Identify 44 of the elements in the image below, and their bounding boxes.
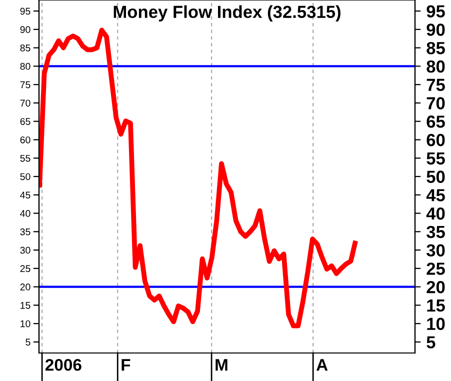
y-tick-label: 65 [20,118,30,125]
y-tick-label: 55 [20,154,30,162]
y-tick-label: 5 [26,338,30,346]
x-tick-label: 2006 [45,358,82,371]
y2-tick-label: 85 [426,42,445,54]
y-tick-label: 30 [20,246,30,254]
y2-tick-label: 95 [426,5,445,18]
x-tick-label: F [122,359,130,371]
y2-tick-label: 50 [426,170,445,183]
y-tick-label: 75 [20,81,30,88]
y-tick-label: 85 [20,44,30,52]
y2-tick-label: 75 [426,78,445,92]
y2-tick-label: 60 [426,134,445,146]
x-tick-label: M [216,359,228,371]
y2-tick-label: 45 [426,189,445,202]
y2-tick-label: 20 [426,280,445,294]
y2-tick-label: 90 [426,24,445,36]
y2-tick-label: 40 [426,207,445,220]
y-tick-label: 10 [20,320,30,328]
x-tick-label: A [316,359,328,371]
y2-tick-label: 25 [426,262,445,275]
y2-tick-label: 30 [426,244,445,257]
y-tick-label: 15 [20,302,30,309]
y-tick-label: 60 [20,136,30,144]
y-tick-label: 25 [20,265,30,272]
y2-tick-label: 35 [426,226,445,238]
y-tick-label: 40 [20,210,30,217]
y-tick-label: 35 [20,228,30,236]
y2-tick-label: 65 [426,116,445,128]
y2-tick-label: 15 [427,300,445,312]
y-tick-label: 90 [20,26,30,34]
y2-tick-label: 70 [426,97,445,110]
y2-tick-label: 80 [426,60,445,73]
y-tick-label: 45 [20,192,30,199]
y2-tick-label: 5 [426,336,436,348]
chart-title: Money Flow Index (32.5315) [114,5,340,22]
y2-tick-label: 10 [427,318,445,330]
y-tick-label: 20 [20,284,30,290]
y-tick-label: 80 [20,62,30,70]
y-tick-label: 95 [20,8,30,15]
y-tick-label: 50 [20,173,30,180]
line-series [39,28,358,328]
y-tick-label: 70 [20,100,30,107]
y2-tick-label: 55 [426,152,445,165]
